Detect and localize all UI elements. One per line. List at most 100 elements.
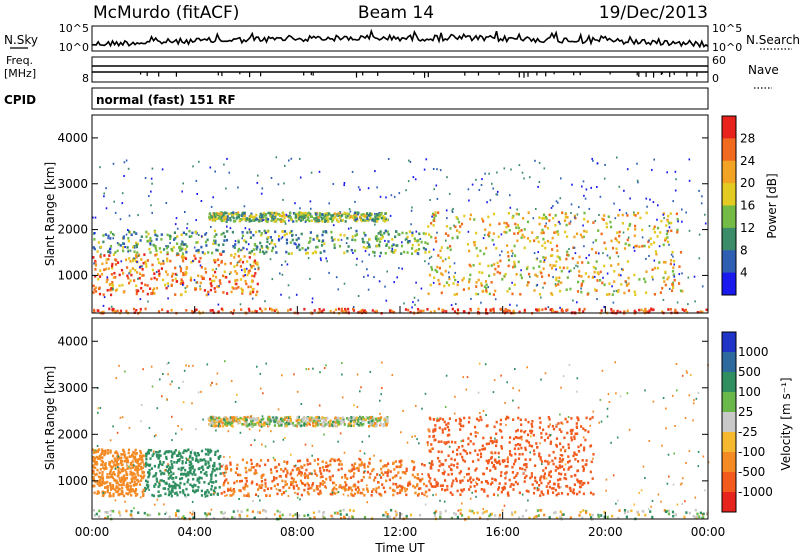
velocity-echo-cell [465, 452, 469, 455]
power-speckle [453, 262, 456, 265]
velocity-echo-cell [576, 432, 579, 435]
velocity-echo-cell [152, 494, 155, 498]
velocity-echo-cell [706, 511, 709, 515]
velocity-echo-cell [587, 430, 590, 434]
velocity-echo-cell [432, 485, 435, 488]
velocity-echo-cell [352, 465, 355, 468]
y-tick-label: 4000 [57, 131, 88, 145]
velocity-echo-cell [320, 472, 323, 476]
velocity-echo-cell [344, 476, 347, 479]
power-echo-cell [260, 234, 263, 237]
velocity-echo-cell [359, 422, 362, 425]
power-echo-cell [485, 289, 488, 292]
power-echo-cell [183, 243, 186, 246]
velocity-echo-cell [515, 429, 518, 433]
power-speckle [585, 188, 588, 191]
velocity-echo-cell [119, 514, 122, 517]
power-speckle [92, 216, 94, 219]
velocity-echo-cell [450, 468, 453, 472]
velocity-echo-cell [339, 460, 342, 463]
velocity-echo-cell [475, 467, 478, 470]
velocity-echo-cell [176, 459, 180, 462]
power-echo-cell [98, 275, 102, 278]
velocity-echo-cell [520, 435, 523, 439]
power-echo-cell [354, 238, 357, 242]
power-echo-cell [122, 246, 125, 249]
velocity-echo-cell [229, 463, 232, 466]
velocity-echo-cell [457, 446, 460, 449]
power-echo-cell [493, 263, 496, 266]
velocity-echo-cell [204, 492, 207, 496]
velocity-echo-cell [93, 460, 96, 463]
velocity-echo-cell [606, 515, 609, 519]
power-speckle [481, 178, 483, 181]
power-echo-cell [331, 239, 334, 242]
power-echo-cell [403, 250, 406, 254]
velocity-echo-cell [350, 416, 353, 419]
velocity-echo-cell [126, 456, 129, 459]
power-echo-cell [374, 219, 377, 223]
power-echo-cell [671, 283, 674, 286]
power-echo-cell [662, 212, 665, 215]
power-echo-cell [105, 258, 108, 261]
power-echo-cell [166, 259, 169, 263]
power-echo-cell [109, 237, 112, 240]
velocity-echo-cell [218, 416, 221, 420]
velocity-echo-cell [125, 509, 128, 513]
power-speckle [573, 246, 576, 249]
velocity-echo-cell [94, 466, 97, 470]
velocity-echo-cell [221, 421, 224, 425]
velocity-echo-cell [567, 468, 570, 471]
velocity-echo-cell [180, 468, 183, 472]
velocity-echo-cell [319, 482, 322, 486]
power-echo-cell [234, 243, 237, 246]
power-speckle [367, 274, 369, 277]
power-echo-cell [235, 272, 238, 275]
power-echo-cell [556, 255, 559, 258]
velocity-echo-cell [225, 424, 228, 427]
power-echo-cell [236, 278, 239, 282]
power-echo-cell [653, 241, 656, 244]
power-speckle [195, 179, 198, 182]
power-speckle [359, 188, 361, 191]
power-speckle [311, 297, 314, 300]
power-echo-cell [584, 272, 587, 275]
velocity-echo-cell [537, 488, 540, 491]
power-echo-cell [235, 287, 238, 290]
velocity-echo-cell [203, 472, 206, 475]
power-echo-cell [92, 256, 95, 259]
power-echo-cell [252, 233, 255, 237]
power-echo-cell [503, 230, 506, 234]
power-echo-cell [244, 279, 247, 283]
velocity-echo-cell [111, 472, 114, 475]
velocity-echo-cell [569, 429, 572, 433]
power-echo-cell [248, 309, 251, 312]
velocity-echo-cell [186, 458, 189, 461]
power-speckle [489, 199, 492, 202]
power-echo-cell [439, 256, 442, 259]
velocity-echo-cell [539, 508, 542, 512]
velocity-echo-cell [284, 480, 287, 483]
power-speckle [663, 217, 665, 220]
power-echo-cell [179, 245, 182, 249]
power-echo-cell [541, 244, 544, 248]
velocity-echo-cell [547, 462, 550, 466]
velocity-echo-cell [264, 510, 267, 513]
power-echo-cell [382, 215, 385, 218]
power-echo-cell [99, 269, 102, 272]
power-echo-cell [487, 233, 490, 237]
power-speckle [398, 267, 400, 270]
velocity-echo-cell [437, 456, 440, 460]
velocity-echo-cell [170, 450, 173, 453]
power-echo-cell [447, 256, 450, 259]
power-echo-cell [369, 216, 372, 220]
power-echo-cell [544, 256, 547, 260]
power-echo-cell [134, 268, 137, 272]
power-echo-cell [185, 245, 189, 248]
velocity-echo-cell [294, 480, 297, 484]
velocity-echo-cell [535, 515, 538, 518]
velocity-echo-cell [158, 483, 161, 487]
power-speckle [537, 251, 539, 254]
power-echo-cell [249, 292, 252, 296]
velocity-echo-cell [237, 422, 240, 425]
